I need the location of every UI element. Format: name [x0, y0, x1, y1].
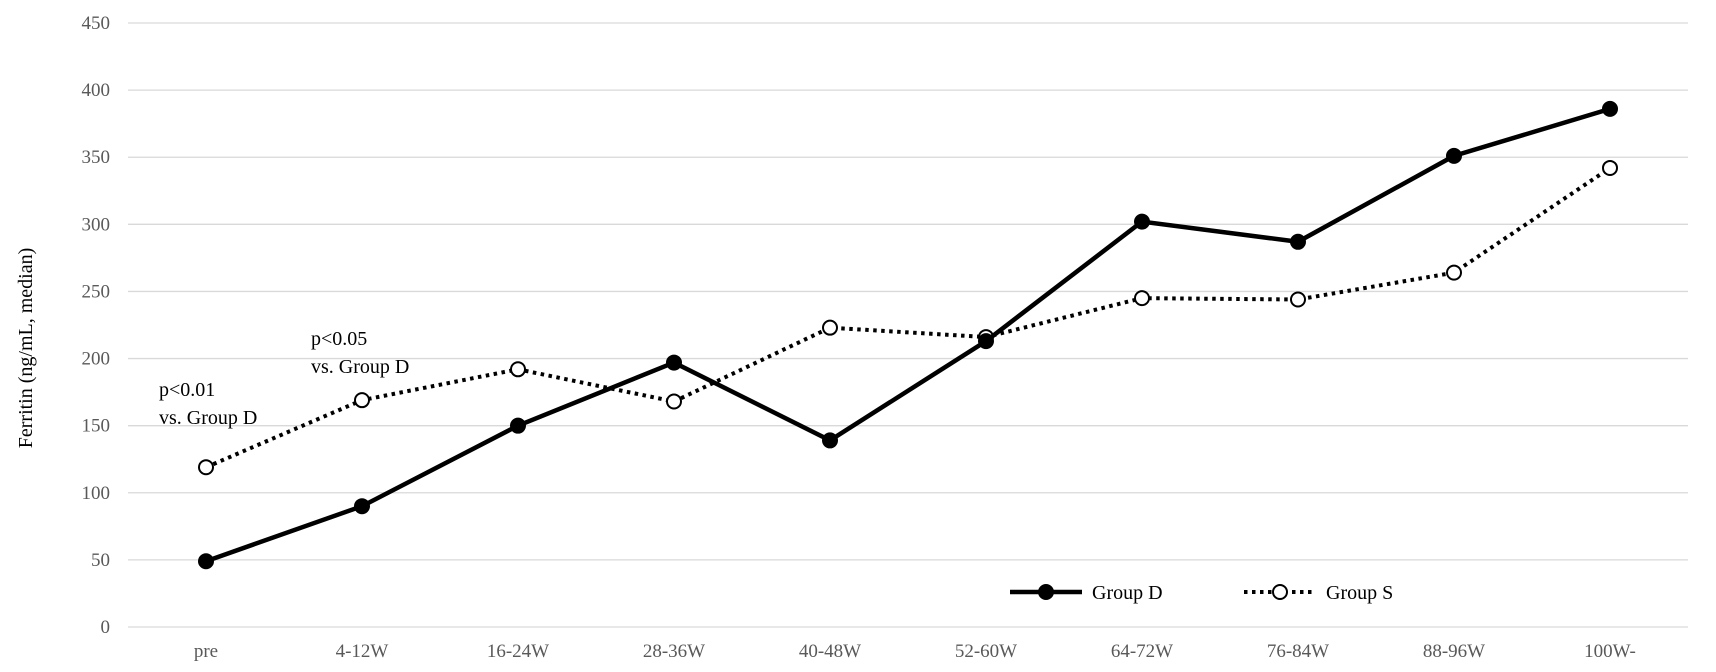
data-point: [822, 432, 838, 449]
series-group-s: [198, 159, 1618, 476]
data-point: [1134, 213, 1150, 230]
data-point: [1290, 233, 1306, 250]
gridlines: [128, 22, 1688, 628]
significance-annotation: p<0.05: [311, 328, 367, 350]
y-tick-label: 150: [82, 416, 111, 437]
data-point: [510, 417, 526, 434]
x-tick-label: 40-48W: [799, 641, 861, 662]
x-tick-label: 64-72W: [1111, 641, 1173, 662]
legend-entry: Group S: [1244, 582, 1393, 604]
legend-marker: [1038, 584, 1054, 600]
y-tick-label: 350: [82, 147, 111, 168]
series-group-d: [198, 100, 1618, 570]
x-tick-label: 100W-: [1584, 641, 1636, 662]
y-tick-label: 0: [101, 617, 111, 638]
y-tick-label: 400: [82, 80, 111, 101]
legend: Group D Group S: [1010, 582, 1393, 604]
y-tick-label: 100: [82, 483, 111, 504]
y-tick-label: 50: [91, 550, 110, 571]
data-point: [1290, 291, 1306, 308]
x-tick-label: 28-36W: [643, 641, 705, 662]
data-point: [978, 333, 994, 350]
x-tick-label: 88-96W: [1423, 641, 1485, 662]
data-point: [1446, 147, 1462, 164]
x-tick-label: pre: [194, 641, 218, 662]
significance-annotation: vs. Group D: [311, 356, 409, 378]
x-tick-label: 76-84W: [1267, 641, 1329, 662]
y-axis-ticks: 0 50 100 150 200 250 300 350 400 450: [82, 13, 111, 638]
data-point: [666, 354, 682, 371]
data-point: [822, 319, 838, 336]
data-point: [666, 393, 682, 410]
series-layer: [198, 100, 1618, 570]
y-tick-label: 200: [82, 349, 111, 370]
y-axis-title: Ferritin (ng/mL, median): [15, 248, 37, 449]
y-tick-label: 450: [82, 13, 111, 34]
data-point: [1446, 264, 1462, 281]
data-point: [1134, 290, 1150, 307]
data-point: [354, 392, 370, 409]
legend-label: Group S: [1326, 582, 1393, 604]
x-axis-ticks: pre 4-12W 16-24W 28-36W 40-48W 52-60W 64-72W 76…: [194, 641, 1636, 662]
significance-annotation: p<0.01: [159, 379, 215, 401]
legend-label: Group D: [1092, 582, 1163, 604]
y-tick-label: 300: [82, 214, 111, 235]
data-point: [1602, 159, 1618, 176]
series-line: [205, 106, 1611, 564]
legend-entry: Group D: [1010, 582, 1163, 604]
significance-annotation: vs. Group D: [159, 407, 257, 429]
data-point: [510, 361, 526, 378]
data-point: [198, 553, 214, 570]
series-line: [205, 166, 1612, 470]
legend-marker: [1272, 584, 1288, 600]
data-point: [198, 459, 214, 476]
data-point: [354, 498, 370, 515]
annotations: p<0.01 vs. Group D p<0.05 vs. Group D: [159, 328, 409, 429]
y-tick-label: 250: [82, 281, 111, 302]
data-point: [1602, 100, 1618, 117]
x-tick-label: 4-12W: [336, 641, 389, 662]
x-tick-label: 16-24W: [487, 641, 549, 662]
x-tick-label: 52-60W: [955, 641, 1017, 662]
